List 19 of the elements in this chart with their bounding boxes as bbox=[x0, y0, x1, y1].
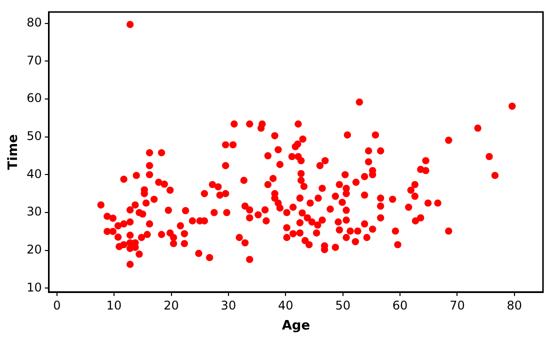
x-tick-label: 0 bbox=[53, 298, 61, 312]
x-tick-label: 20 bbox=[164, 298, 179, 312]
y-tick-label: 80 bbox=[26, 15, 42, 30]
x-tick-label: 10 bbox=[106, 298, 122, 312]
x-tick-label: 30 bbox=[220, 298, 236, 312]
y-tick-label: 60 bbox=[26, 91, 42, 106]
x-tick-label: 50 bbox=[335, 298, 350, 312]
y-tick-label: 40 bbox=[26, 166, 42, 181]
x-tick-label: 60 bbox=[392, 298, 408, 312]
y-tick-label: 10 bbox=[26, 280, 42, 294]
y-tick-label: 20 bbox=[26, 242, 42, 257]
y-tick-label: 30 bbox=[26, 204, 42, 219]
x-tick-label: 80 bbox=[506, 298, 522, 312]
y-axis-title: Time bbox=[6, 134, 22, 170]
y-tick-label: 70 bbox=[26, 53, 42, 68]
x-tick-label: 70 bbox=[450, 298, 465, 312]
x-tick-label: 40 bbox=[278, 298, 294, 312]
x-axis-title: Age bbox=[282, 318, 310, 334]
y-tick-label: 50 bbox=[26, 128, 42, 143]
